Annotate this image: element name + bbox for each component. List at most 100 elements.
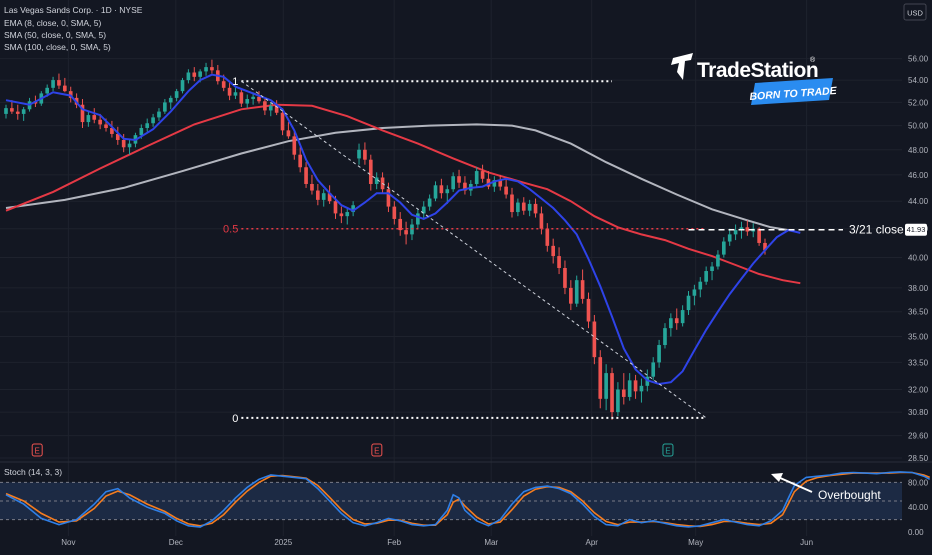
candle (533, 198, 538, 218)
candle (192, 67, 197, 82)
candle (398, 212, 403, 236)
price-axis-label: 54.00 (908, 76, 929, 85)
candle (657, 339, 661, 368)
candle (616, 382, 620, 416)
earnings-marker[interactable]: E (662, 443, 674, 457)
price-axis-label: 46.00 (908, 171, 929, 180)
candle-body (292, 136, 297, 155)
candle (63, 77, 67, 93)
x-axis-label: May (688, 538, 703, 547)
stoch-axis: 80.00 40.00 0.00 (908, 478, 929, 537)
candle-body (439, 185, 444, 194)
candle (268, 102, 273, 117)
candle (492, 176, 497, 192)
candle (733, 224, 738, 241)
candle (427, 194, 432, 211)
candle (633, 374, 638, 399)
candle-body (10, 108, 14, 112)
fib-retracement[interactable]: 1 0.5 0 (223, 76, 707, 425)
candle (704, 266, 708, 285)
price-axis-label: 30.80 (908, 408, 929, 417)
candle (692, 284, 697, 306)
tradestation-logo: TradeStation ® BORN TO TRADE (671, 53, 838, 105)
candle-body (739, 227, 744, 231)
candle-body (57, 80, 61, 86)
candle (92, 108, 97, 124)
candle (204, 62, 208, 76)
candle-body (510, 194, 514, 213)
candle (345, 207, 350, 225)
price-grid (0, 0, 902, 536)
candle-body (557, 256, 561, 268)
candle (110, 120, 114, 138)
legend-sma100: SMA (100, close, 0, SMA, 5) (4, 42, 111, 52)
candle (151, 113, 155, 127)
earnings-marker[interactable]: E (371, 443, 383, 457)
candle-body (198, 71, 202, 77)
x-axis-label: Nov (61, 538, 75, 547)
candle (210, 59, 214, 74)
earnings-badge (31, 443, 43, 457)
candle (351, 201, 355, 217)
earnings-label: E (35, 447, 40, 456)
candle-body (745, 227, 750, 232)
candle-body (521, 202, 526, 211)
candle-body (163, 102, 167, 112)
candle-body (604, 373, 608, 399)
candle-body (310, 183, 314, 191)
candle (68, 86, 73, 103)
earnings-marker[interactable]: E (31, 443, 43, 457)
candle (174, 88, 179, 102)
candle (674, 308, 679, 330)
candle-body (115, 133, 120, 140)
candle (233, 86, 238, 100)
candle-body (716, 254, 720, 267)
candle-body (316, 190, 320, 200)
candle (404, 221, 408, 245)
candle-body (21, 109, 26, 114)
candle-body (15, 111, 20, 114)
candle-body (274, 105, 279, 113)
candle-body (404, 230, 408, 235)
stoch-title: Stoch (14, 3, 3) (4, 467, 62, 477)
overbought-label: Overbought (818, 488, 881, 502)
overbought-annotation: Overbought (771, 473, 881, 502)
symbol-title: Las Vegas Sands Corp. · 1D · NYSE (4, 5, 143, 15)
stoch-d-line (5, 471, 931, 528)
price-axis-label: 35.00 (908, 333, 929, 342)
candle (15, 104, 20, 120)
candle (551, 238, 556, 264)
candle-body (592, 321, 597, 358)
candle-body (627, 380, 632, 397)
candle-body (45, 87, 50, 94)
candle (610, 367, 614, 420)
candle (316, 183, 320, 206)
candle-body (68, 91, 73, 98)
candle (580, 269, 585, 304)
price-axis-label: 52.00 (908, 98, 929, 107)
candle-body (268, 105, 273, 111)
legend-ema: EMA (8, close, 0, SMA, 5) (4, 18, 101, 28)
candle-body (245, 99, 250, 104)
candle (727, 228, 732, 246)
candle (721, 237, 726, 258)
x-axis-label: Mar (484, 538, 498, 547)
candle-body (251, 96, 255, 100)
chart-legend[interactable]: Las Vegas Sands Corp. · 1D · NYSE EMA (8… (4, 5, 143, 52)
tagline-badge (751, 78, 833, 105)
candle (486, 171, 491, 190)
candle-body (580, 280, 585, 299)
candle (4, 104, 8, 119)
candle (363, 142, 367, 165)
candle-body (427, 198, 432, 207)
candle-body (651, 362, 656, 377)
candle (374, 172, 379, 190)
candle-body (98, 119, 102, 125)
candle-body (563, 267, 567, 288)
candle (716, 250, 720, 270)
candle-body (333, 201, 338, 214)
candle-body (92, 115, 97, 120)
currency-button[interactable]: USD (903, 3, 927, 21)
